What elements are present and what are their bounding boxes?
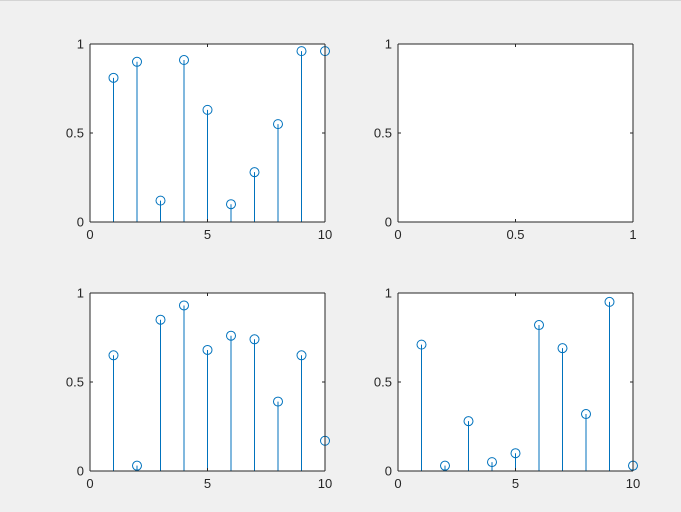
x-tick-label: 10 xyxy=(318,476,332,491)
subplot-2: 0 0.5 1 0 0.5 1 xyxy=(374,37,637,243)
stem-marker xyxy=(416,339,427,350)
plot-area xyxy=(398,293,633,471)
stem-marker xyxy=(132,460,142,471)
x-tick-label: 0 xyxy=(394,476,401,491)
stem-marker xyxy=(226,199,236,210)
stem-marker xyxy=(463,416,474,427)
x-tick-label: 5 xyxy=(204,476,211,491)
subplot-1: 0 5 10 0 0.5 1 xyxy=(66,37,332,243)
y-tick-label: 1 xyxy=(77,37,84,52)
y-tick-label: 1 xyxy=(385,286,392,301)
subplot-3: 0 5 10 0 0.5 1 xyxy=(66,286,332,492)
stem-marker xyxy=(440,460,450,471)
stem-marker xyxy=(273,119,283,130)
y-tick-label: 0 xyxy=(385,215,392,230)
x-tick-label: 5 xyxy=(204,227,211,242)
plot-area xyxy=(398,44,633,222)
stem-marker xyxy=(202,344,213,355)
y-tick-label: 1 xyxy=(77,286,84,301)
stem-marker xyxy=(249,167,260,178)
stem-marker xyxy=(604,296,615,307)
x-tick-label: 0 xyxy=(86,476,93,491)
x-tick-label: 0.5 xyxy=(506,227,524,242)
stem-marker xyxy=(487,457,497,468)
y-tick-label: 1 xyxy=(385,37,392,52)
y-tick-label: 0.5 xyxy=(66,375,84,390)
stem-marker xyxy=(534,320,544,331)
y-tick-label: 0 xyxy=(77,215,84,230)
stem-marker xyxy=(132,56,142,67)
stem-marker xyxy=(510,448,521,459)
stem-marker xyxy=(226,330,236,341)
stem-marker xyxy=(108,72,119,83)
stem-marker xyxy=(108,350,119,361)
stem-marker xyxy=(179,300,189,311)
x-tick-label: 1 xyxy=(629,227,636,242)
y-tick-label: 0.5 xyxy=(374,375,392,390)
y-tick-label: 0.5 xyxy=(374,126,392,141)
subplot-4: 0 5 10 0 0.5 1 xyxy=(374,286,640,492)
stem-marker xyxy=(581,409,591,420)
stem-marker xyxy=(296,350,307,361)
x-tick-label: 10 xyxy=(626,476,640,491)
y-tick-label: 0 xyxy=(385,464,392,479)
stem-marker xyxy=(179,55,189,66)
stem-marker xyxy=(273,396,283,407)
stem-marker xyxy=(296,46,307,57)
x-tick-label: 10 xyxy=(318,227,332,242)
x-tick-label: 0 xyxy=(394,227,401,242)
x-tick-label: 5 xyxy=(512,476,519,491)
stem-marker xyxy=(155,314,166,325)
stem-marker xyxy=(202,104,213,115)
stem-marker xyxy=(557,343,568,354)
stem-marker xyxy=(155,195,166,206)
y-tick-label: 0 xyxy=(77,464,84,479)
stem-marker xyxy=(249,334,260,345)
x-tick-label: 0 xyxy=(86,227,93,242)
y-tick-label: 0.5 xyxy=(66,126,84,141)
